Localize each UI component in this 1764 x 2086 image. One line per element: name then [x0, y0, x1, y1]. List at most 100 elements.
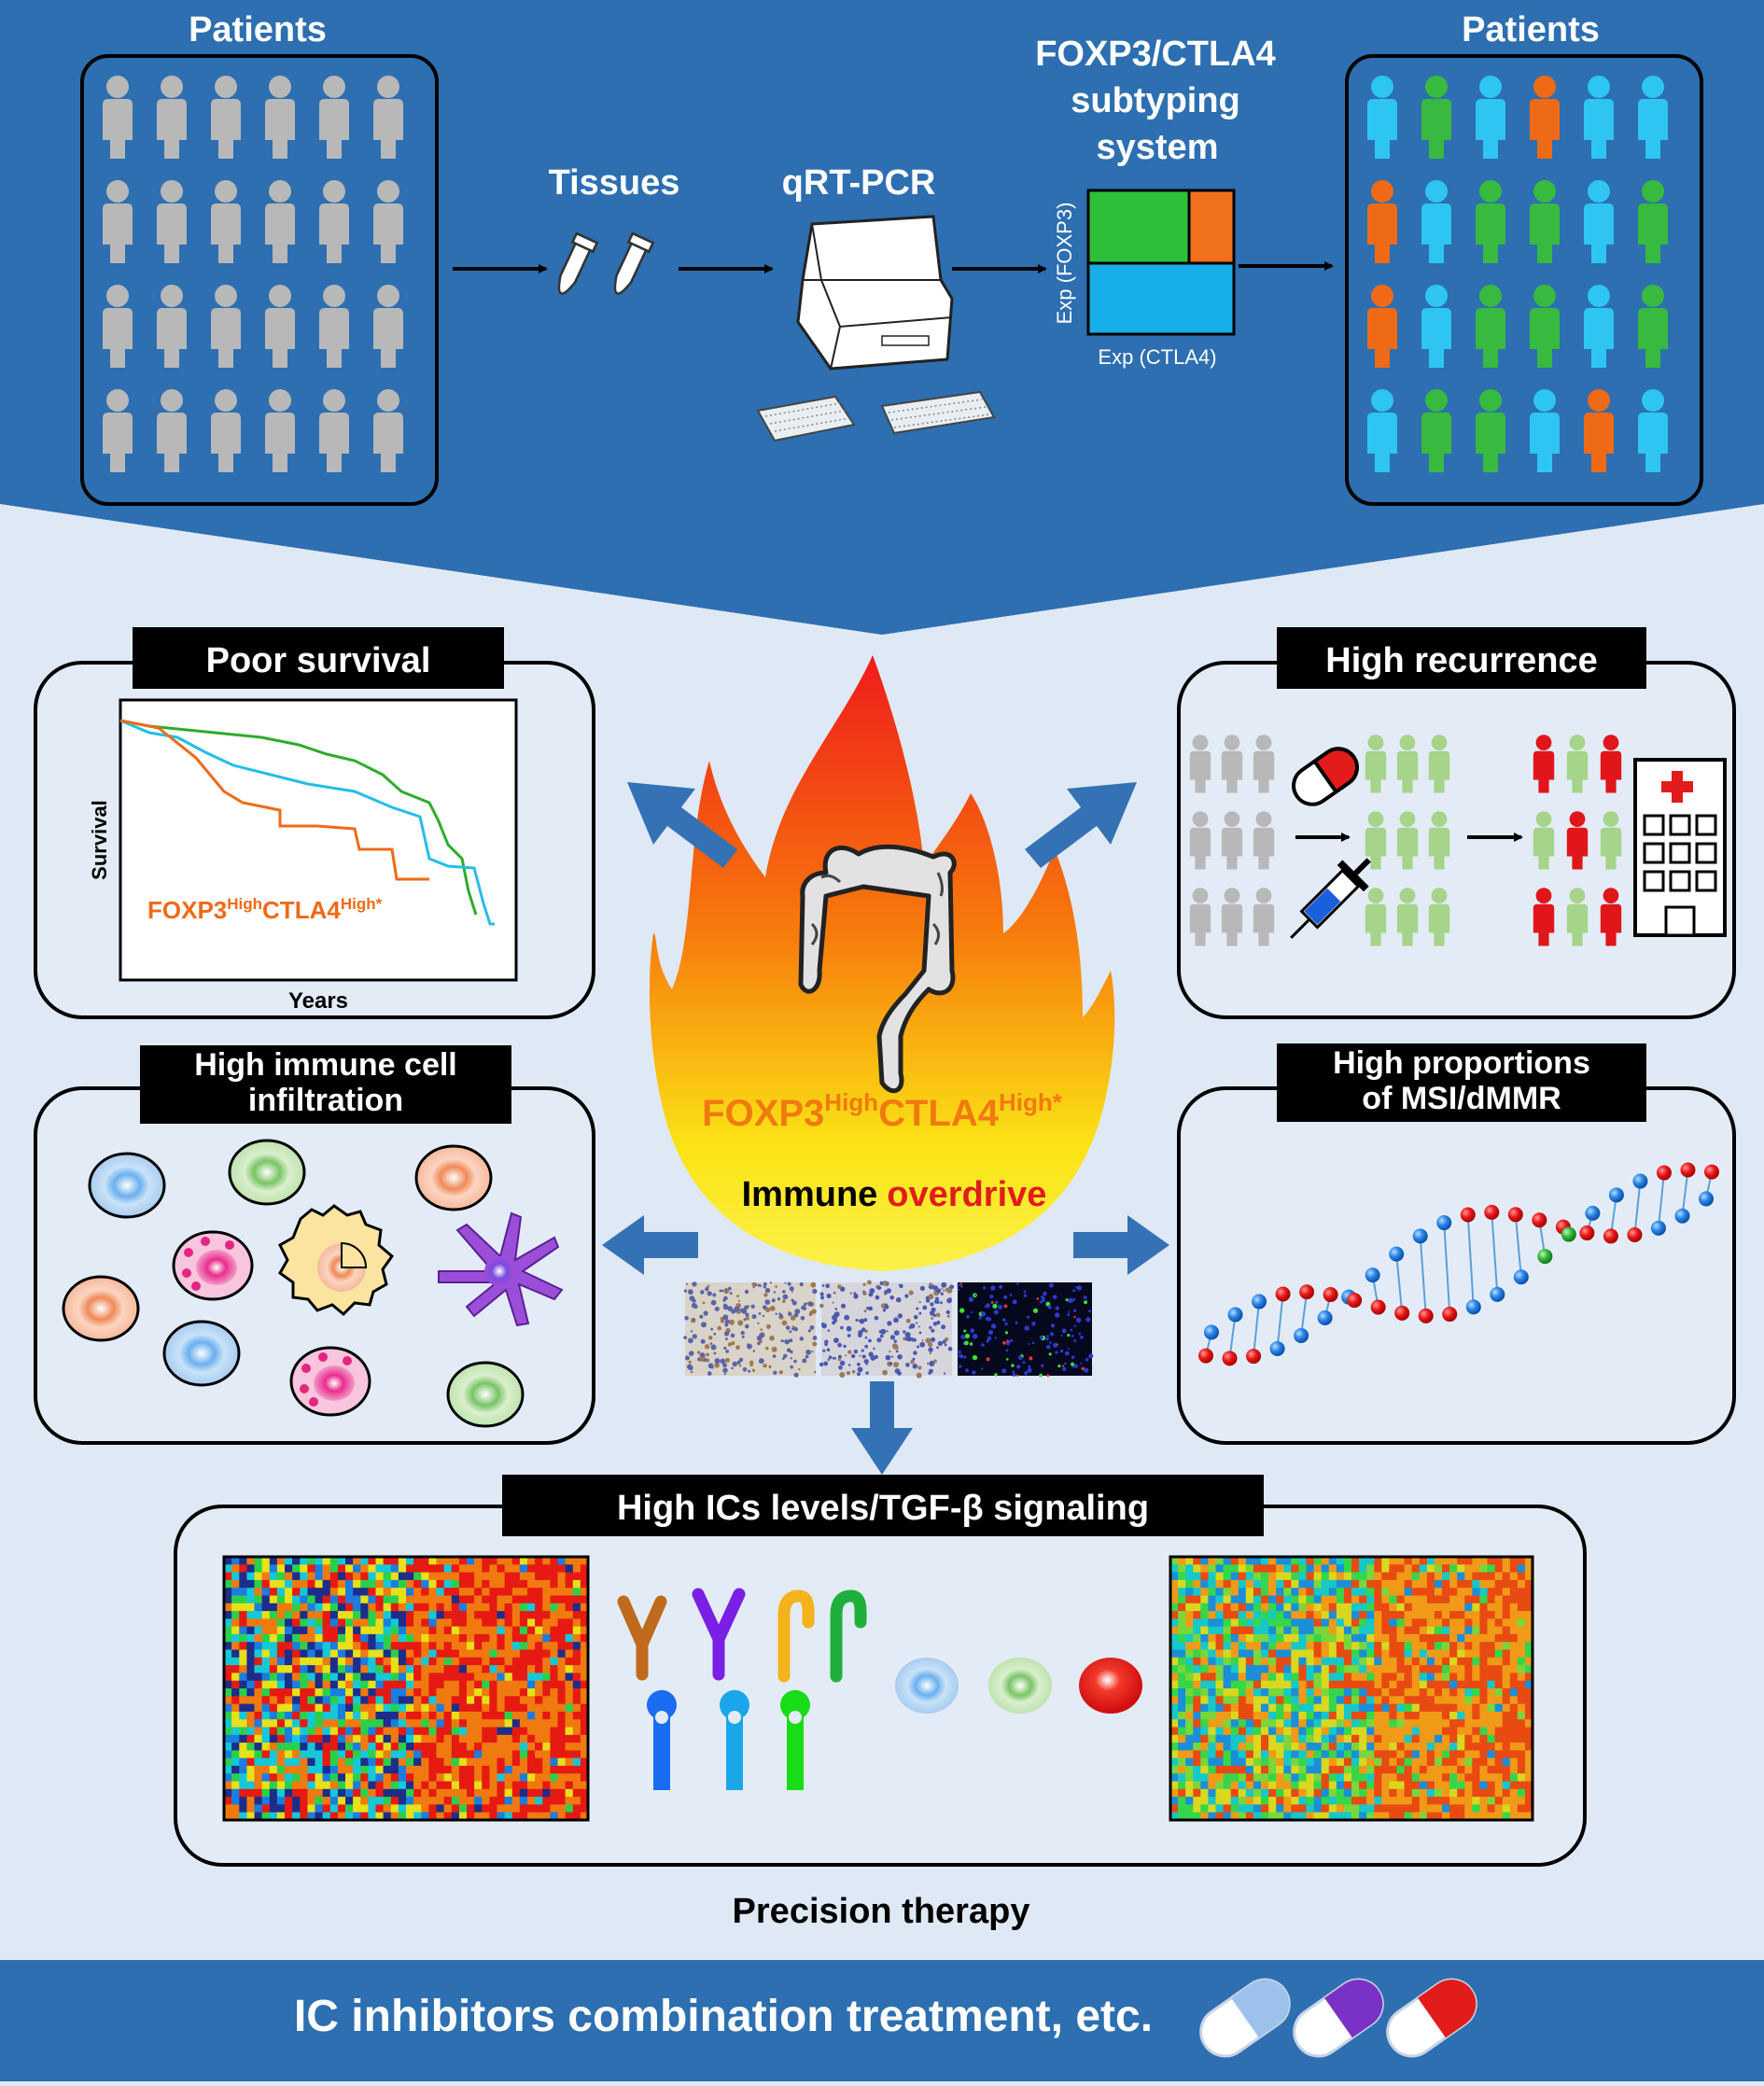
- capsule-icon: [1199, 1978, 1291, 2058]
- tissues-label: Tissues: [549, 163, 680, 203]
- immune-cell: [446, 1361, 525, 1428]
- immune-cell: [62, 1275, 140, 1342]
- dna-node: [1603, 1228, 1618, 1244]
- dendritic-cell: [438, 1211, 564, 1327]
- recurrence-title-bar: [1277, 627, 1646, 689]
- msi-title-line2: of MSI/dMMR: [1362, 1081, 1561, 1116]
- dna-node: [1442, 1307, 1458, 1323]
- precision-therapy-label: Precision therapy: [733, 1892, 1030, 1931]
- arrow-to-survival: [627, 782, 737, 868]
- dna-node: [1484, 1204, 1500, 1220]
- msi-title-bar: [1277, 1043, 1646, 1122]
- center-subtype-main1: FOXP3: [702, 1093, 824, 1134]
- patients-left-title: Patients: [189, 10, 327, 49]
- dna-node: [1204, 1324, 1219, 1340]
- ics-cell-red: [1079, 1658, 1142, 1714]
- dna-node: [1412, 1228, 1428, 1244]
- survival-y-label: Survival: [88, 800, 111, 880]
- colon-icon: [798, 844, 957, 1094]
- arrow-to-ics: [851, 1381, 913, 1475]
- recurrence-title: High recurrence: [1325, 641, 1597, 680]
- survival-plot-frame: [119, 698, 518, 982]
- immune-title-line1: High immune cell: [194, 1047, 457, 1083]
- survival-label-sup1: High: [227, 895, 262, 913]
- survival-x-label: Years: [288, 988, 348, 1014]
- blue-arrows: [602, 782, 1169, 1475]
- center-subtype-main2: CTLA4: [878, 1093, 1000, 1134]
- survival-label-main2: CTLA4: [262, 896, 341, 924]
- capsule-icon: [1293, 1978, 1384, 2058]
- dna-node: [1418, 1308, 1434, 1323]
- dna-node: [1394, 1305, 1410, 1321]
- ics-cell-green: [988, 1658, 1052, 1714]
- dna-node: [1222, 1351, 1238, 1366]
- receptor-icon: [719, 1689, 749, 1790]
- center-subtype-label: FOXP3HighCTLA4High*: [702, 1088, 1063, 1134]
- dna-node: [1490, 1286, 1505, 1302]
- colon-detail: [810, 872, 944, 945]
- syringe-icon: [1290, 858, 1371, 939]
- dna-node: [1585, 1205, 1601, 1221]
- dna-node: [1370, 1299, 1386, 1315]
- dna-node: [1269, 1340, 1285, 1356]
- receptor-icon: [777, 1589, 815, 1683]
- hospital-icon: [1633, 758, 1727, 937]
- dna-node: [1561, 1226, 1576, 1242]
- center-subtype-sup2: High*: [999, 1088, 1063, 1116]
- immune-cell: [88, 1152, 166, 1219]
- arrow-to-recurrence: [1025, 782, 1137, 868]
- patients-right-title: Patients: [1462, 10, 1600, 49]
- macrophage-cell: [278, 1204, 395, 1317]
- dna-node: [1699, 1191, 1714, 1207]
- dna-node: [1389, 1246, 1405, 1262]
- subtyping-title-line2: subtyping: [1071, 81, 1240, 120]
- subtype-cyan-region: [1088, 263, 1234, 334]
- dna-node: [1608, 1187, 1624, 1203]
- dna-node: [1317, 1310, 1333, 1326]
- immune-cells: [62, 1139, 525, 1428]
- dna-node: [1436, 1215, 1452, 1231]
- msi-panel: [1177, 1086, 1736, 1445]
- antibody-icon: [692, 1588, 746, 1681]
- immune-title-bar: [140, 1045, 511, 1124]
- dna-node: [1656, 1165, 1672, 1181]
- dna-node: [1365, 1267, 1380, 1283]
- receptor-icon: [830, 1589, 867, 1683]
- subtyping-x-axis-label: Exp (CTLA4): [1098, 345, 1216, 369]
- dna-node: [1246, 1349, 1262, 1365]
- dna-node: [1460, 1207, 1476, 1223]
- dna-node: [1275, 1286, 1291, 1302]
- ics-title-bar: [502, 1475, 1264, 1536]
- receptor-icon: [647, 1689, 677, 1790]
- survival-title: Poor survival: [206, 641, 431, 680]
- survival-label-sup2: High*: [341, 895, 383, 913]
- subtyping-box: [1086, 189, 1236, 336]
- immune-cell: [414, 1144, 493, 1211]
- capsule-icons: [1199, 1978, 1477, 2058]
- immune-cell: [162, 1320, 241, 1387]
- immune-title-line2: infiltration: [248, 1083, 403, 1118]
- ihc-images: [683, 1280, 1094, 1379]
- survival-curve-cyan: [119, 719, 495, 926]
- subtyping-title-line1: FOXP3/CTLA4: [1035, 35, 1276, 74]
- dna-node: [1198, 1348, 1213, 1364]
- dna-node: [1227, 1307, 1243, 1323]
- dna-node: [1465, 1299, 1481, 1315]
- dna-node: [1513, 1269, 1529, 1285]
- survival-label-main1: FOXP3: [147, 896, 227, 924]
- pcr-machine-icon: [756, 215, 996, 442]
- subtyping-title-line3: system: [1097, 128, 1219, 167]
- qrtpcr-label: qRT-PCR: [782, 163, 936, 203]
- arrow-to-msi: [1073, 1215, 1169, 1275]
- overdrive-word: overdrive: [887, 1175, 1046, 1214]
- heatmap-icon: [222, 1555, 590, 1822]
- dna-node: [1650, 1220, 1666, 1236]
- dna-node: [1299, 1284, 1315, 1300]
- receptor-icon: [780, 1689, 810, 1790]
- survival-curve-label: FOXP3HighCTLA4High*: [147, 895, 383, 924]
- ics-title: High ICs levels/TGF-β signaling: [617, 1489, 1149, 1528]
- arrow-to-immune: [602, 1215, 698, 1275]
- dna-node: [1680, 1162, 1696, 1178]
